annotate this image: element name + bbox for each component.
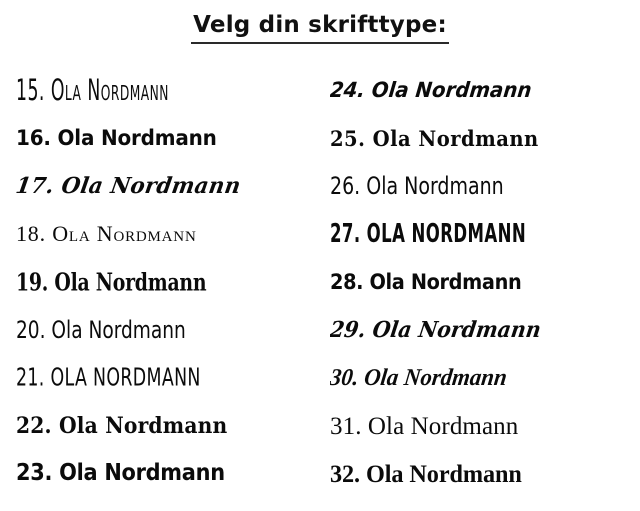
font-sample-row-18[interactable]: 18. Ola Nordmann <box>16 210 320 258</box>
font-sample-label-22: 22. Ola Nordmann <box>16 413 228 439</box>
font-sample-label-18: 18. Ola Nordmann <box>16 221 197 246</box>
font-sample-label-20: 20. Ola Nordmann <box>16 316 186 344</box>
font-sample-label-27: 27. OLA NORDMANN <box>330 218 527 248</box>
font-sample-label-28: 28. Ola Nordmann <box>330 269 522 294</box>
font-sample-label-17: 17. Ola Nordmann <box>16 173 243 199</box>
font-sample-row-25[interactable]: 25. Ola Nordmann <box>330 114 640 162</box>
font-sample-row-17[interactable]: 17. Ola Nordmann <box>16 162 320 210</box>
font-sample-row-29[interactable]: 29. Ola Nordmann <box>330 306 640 354</box>
font-sample-row-16[interactable]: 16. Ola Nordmann <box>16 114 320 162</box>
font-sample-label-15: 15. Ola Nordmann <box>16 72 169 108</box>
font-sample-columns: 15. Ola Nordmann 16. Ola Nordmann 17. Ol… <box>0 66 640 498</box>
font-sample-row-31[interactable]: 31. Ola Nordmann <box>330 402 640 450</box>
font-sample-row-27[interactable]: 27. OLA NORDMANN <box>330 210 640 258</box>
page-title-container: Velg din skrifttype: <box>0 11 640 44</box>
font-sample-label-31: 31. Ola Nordmann <box>330 412 519 440</box>
font-sample-row-21[interactable]: 21. OLA NORDMANN <box>16 354 320 402</box>
font-sample-row-23[interactable]: 23. Ola Nordmann <box>16 450 320 498</box>
font-sample-label-29: 29. Ola Nordmann <box>330 317 543 343</box>
font-sample-row-26[interactable]: 26. Ola Nordmann <box>330 162 640 210</box>
font-sample-label-21: 21. OLA NORDMANN <box>16 363 201 392</box>
font-sample-row-20[interactable]: 20. Ola Nordmann <box>16 306 320 354</box>
font-sample-label-26: 26. Ola Nordmann <box>330 172 504 200</box>
page-title: Velg din skrifttype: <box>191 11 449 44</box>
font-sample-label-25: 25. Ola Nordmann <box>330 125 539 151</box>
font-sample-row-24[interactable]: 24. Ola Nordmann <box>330 66 640 114</box>
font-sample-row-15[interactable]: 15. Ola Nordmann <box>16 66 320 114</box>
font-sample-row-32[interactable]: 32. Ola Nordmann <box>330 450 640 498</box>
font-sample-column-left: 15. Ola Nordmann 16. Ola Nordmann 17. Ol… <box>0 66 320 498</box>
font-sample-label-23: 23. Ola Nordmann <box>16 460 225 487</box>
font-sample-label-24: 24. Ola Nordmann <box>330 77 533 102</box>
font-sample-label-19: 19. Ola Nordmann <box>16 267 207 297</box>
font-sample-row-28[interactable]: 28. Ola Nordmann <box>330 258 640 306</box>
font-sample-row-30[interactable]: 30. Ola Nordmann <box>330 354 640 402</box>
font-sample-label-32: 32. Ola Nordmann <box>330 460 522 488</box>
font-sample-column-right: 24. Ola Nordmann 25. Ola Nordmann 26. Ol… <box>320 66 640 498</box>
font-sample-row-19[interactable]: 19. Ola Nordmann <box>16 258 320 306</box>
font-sample-label-16: 16. Ola Nordmann <box>16 125 217 150</box>
font-sample-label-30: 30. Ola Nordmann <box>330 365 509 391</box>
font-sample-row-22[interactable]: 22. Ola Nordmann <box>16 402 320 450</box>
